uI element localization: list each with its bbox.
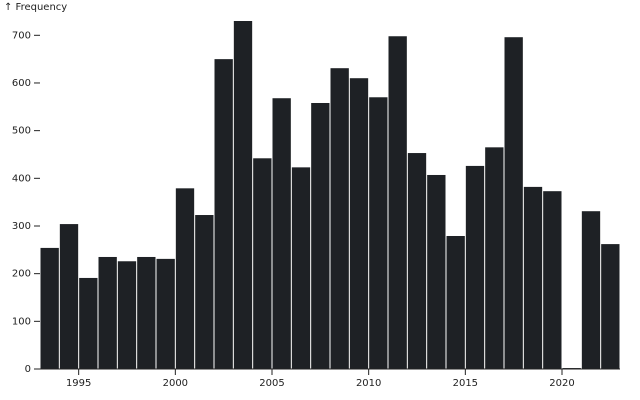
y-tick-label: 300 [12, 221, 31, 232]
bar [427, 174, 446, 369]
bar [59, 224, 79, 369]
bar [253, 158, 272, 369]
bar [156, 258, 175, 369]
bar [79, 277, 98, 369]
bar [117, 261, 137, 369]
x-tick-label: 2020 [549, 378, 574, 389]
x-tick-label: 2000 [163, 378, 188, 389]
bar [446, 235, 465, 369]
bar [98, 256, 117, 369]
y-tick-label: 500 [12, 126, 31, 137]
y-tick-label: 0 [25, 364, 31, 375]
bar [291, 167, 311, 369]
y-tick-label: 400 [12, 173, 31, 184]
bar [195, 215, 214, 369]
bar [369, 97, 388, 369]
bar [504, 37, 523, 369]
y-tick-label: 700 [12, 30, 31, 41]
bar [175, 188, 195, 369]
bar [330, 68, 349, 369]
bar [272, 98, 291, 370]
bar [40, 247, 59, 369]
bar [233, 21, 253, 369]
y-tick-label: 200 [12, 269, 31, 280]
x-tick-label: 2010 [356, 378, 381, 389]
y-axis-label: ↑ Frequency [4, 2, 67, 13]
bar [581, 211, 601, 369]
bar [523, 186, 543, 369]
y-tick-label: 100 [12, 316, 31, 327]
x-tick-label: 2005 [259, 378, 284, 389]
bar [485, 147, 504, 369]
bar [543, 191, 562, 369]
bar [214, 59, 233, 369]
bar [349, 78, 369, 370]
bar [311, 102, 330, 370]
bar [388, 36, 407, 370]
bar [137, 256, 156, 369]
x-tick-label: 2015 [453, 378, 478, 389]
y-tick-label: 600 [12, 78, 31, 89]
bar [465, 165, 485, 369]
x-tick-label: 1995 [66, 378, 91, 389]
bar [407, 153, 427, 369]
bar [601, 244, 620, 369]
